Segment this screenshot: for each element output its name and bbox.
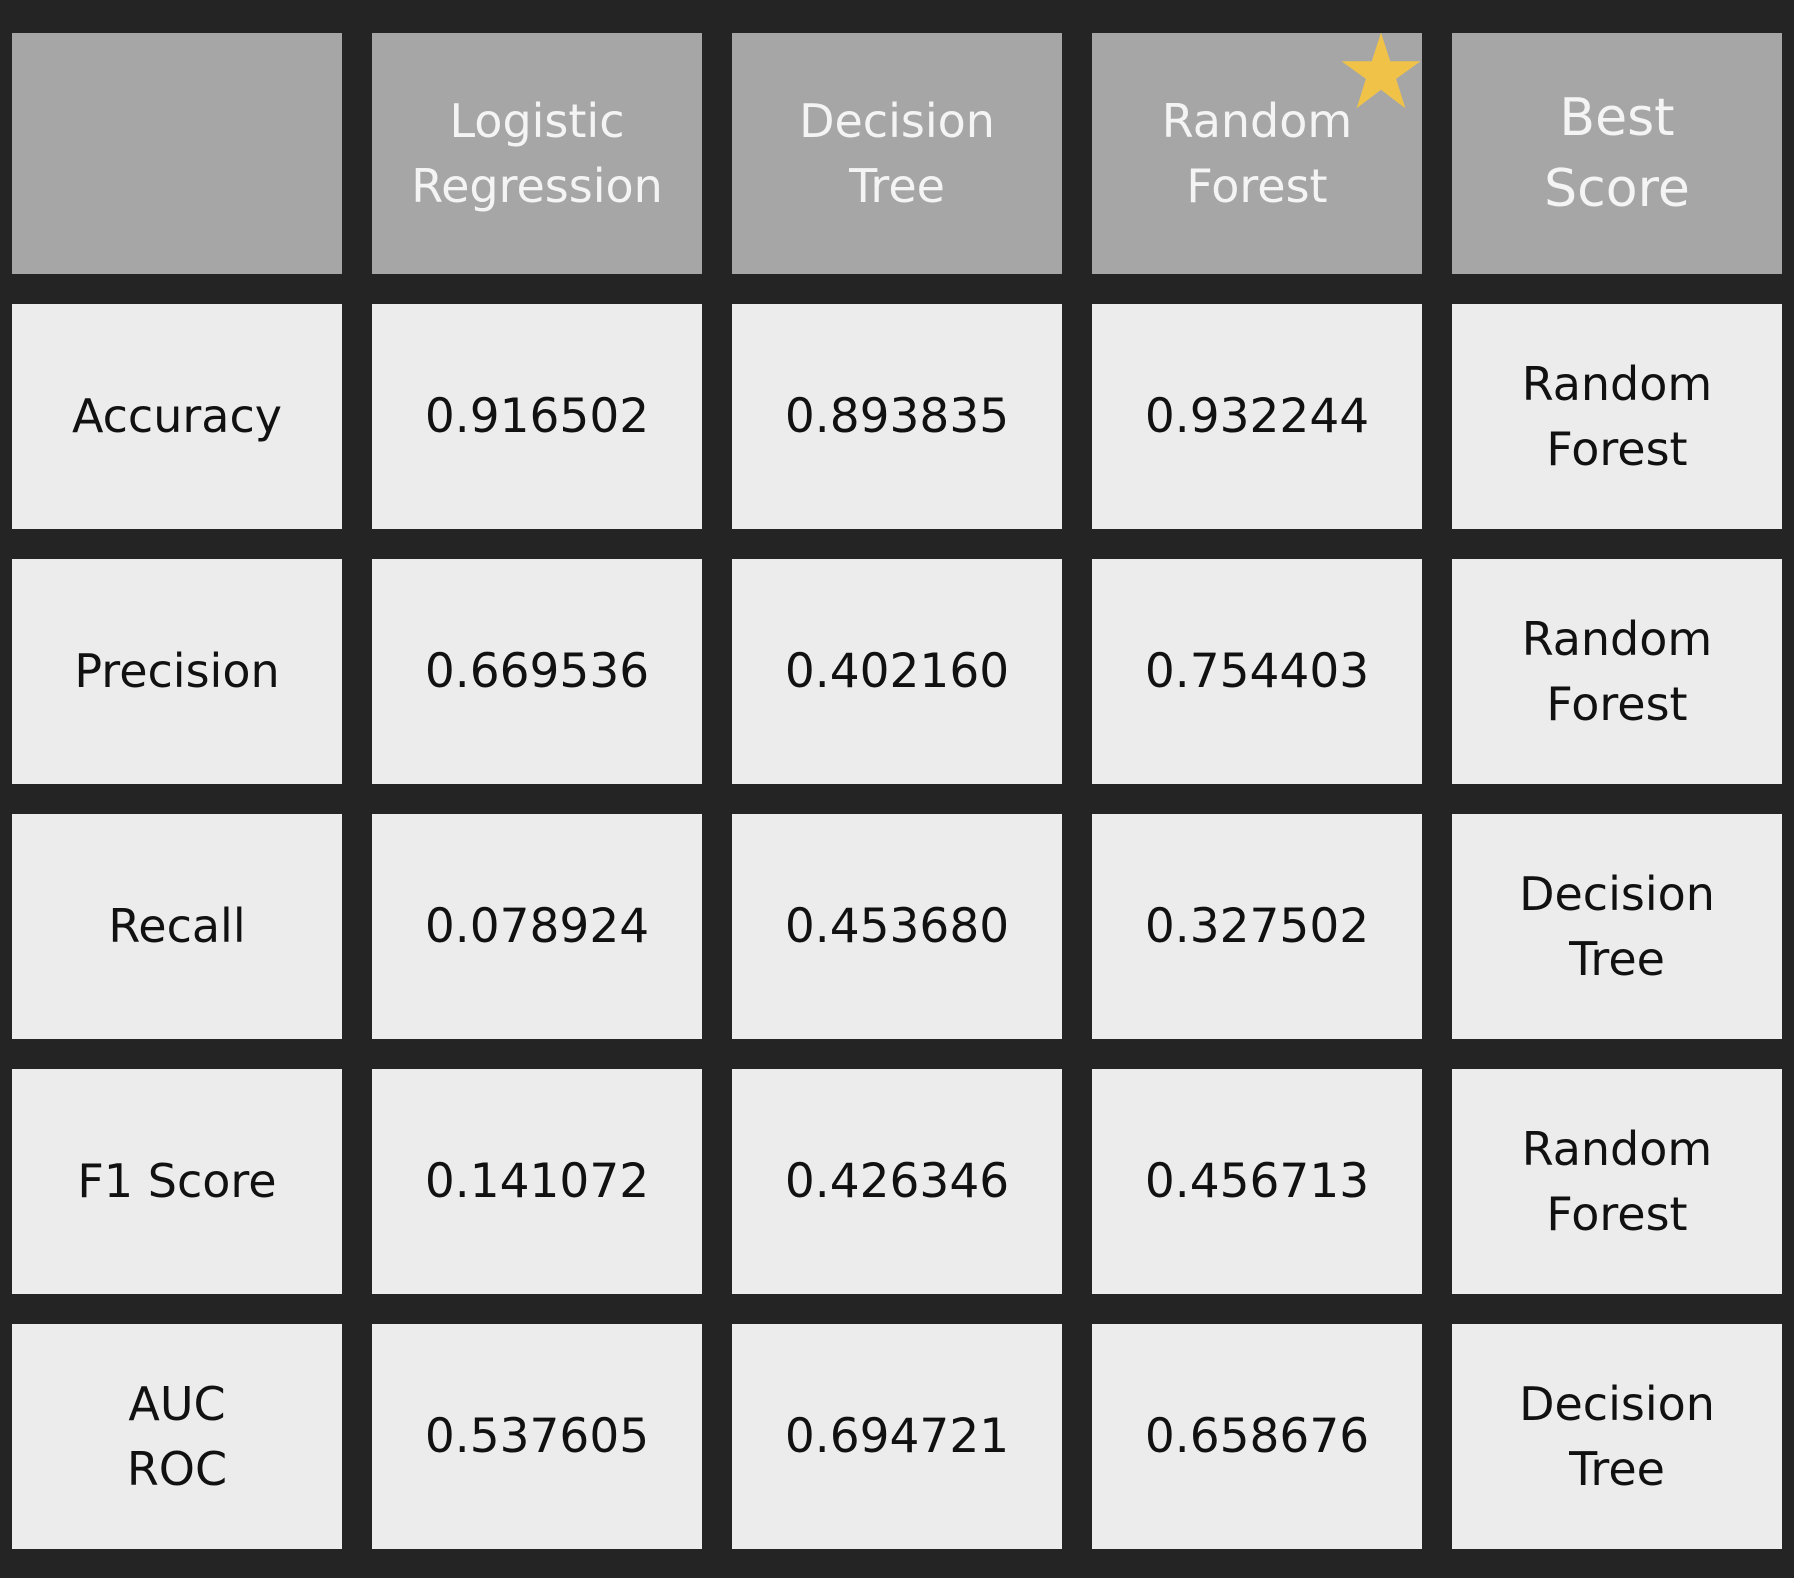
- metric-label: AUC ROC: [12, 1324, 342, 1549]
- value-cell: 0.754403: [1092, 559, 1422, 784]
- header-corner-cell: [12, 33, 342, 274]
- value-cell: 0.694721: [732, 1324, 1062, 1549]
- value-cell: 0.078924: [372, 814, 702, 1039]
- value-cell: 0.456713: [1092, 1069, 1422, 1294]
- metric-label: Precision: [12, 559, 342, 784]
- best-model-cell: Decision Tree: [1452, 814, 1782, 1039]
- value-cell: 0.932244: [1092, 304, 1422, 529]
- value-cell: 0.453680: [732, 814, 1062, 1039]
- metric-label: Accuracy: [12, 304, 342, 529]
- best-model-cell: Random Forest: [1452, 304, 1782, 529]
- metric-label: F1 Score: [12, 1069, 342, 1294]
- value-cell: 0.893835: [732, 304, 1062, 529]
- value-cell: 0.426346: [732, 1069, 1062, 1294]
- value-cell: 0.537605: [372, 1324, 702, 1549]
- value-cell: 0.669536: [372, 559, 702, 784]
- value-cell: 0.327502: [1092, 814, 1422, 1039]
- header-decision-tree: Decision Tree: [732, 33, 1062, 274]
- best-model-cell: Random Forest: [1452, 1069, 1782, 1294]
- value-cell: 0.658676: [1092, 1324, 1422, 1549]
- value-cell: 0.141072: [372, 1069, 702, 1294]
- star-icon: [1341, 32, 1421, 109]
- header-best-score: Best Score: [1452, 33, 1782, 274]
- header-logistic-regression: Logistic Regression: [372, 33, 702, 274]
- header-random-forest-label: Random Forest: [1161, 94, 1353, 213]
- value-cell: 0.402160: [732, 559, 1062, 784]
- value-cell: 0.916502: [372, 304, 702, 529]
- header-random-forest: Random Forest: [1092, 32, 1422, 274]
- metric-label: Recall: [12, 814, 342, 1039]
- metrics-table: Logistic Regression Decision Tree Random…: [12, 32, 1782, 1549]
- best-model-cell: Decision Tree: [1452, 1324, 1782, 1549]
- best-model-cell: Random Forest: [1452, 559, 1782, 784]
